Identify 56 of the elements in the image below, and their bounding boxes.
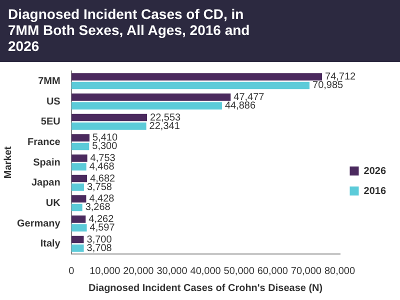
bar [71,224,87,232]
x-tick-label: 40,000 [190,266,222,277]
y-tick-label: UK [46,198,62,209]
y-tick-label: Italy [40,238,61,250]
bar [71,102,222,110]
bar [71,195,86,203]
bar [71,122,146,130]
chart-title: Diagnosed Incident Cases of CD, in 7MM Both Sexes, All Ages, 2016 and 2026 [8,6,251,54]
data-label: 4,468 [89,162,115,173]
x-axis-title: Diagnosed Incident Cases of Crohn's Disease (N) [88,282,323,294]
data-label: 70,985 [312,80,344,92]
bar [71,216,86,223]
data-label: 3,708 [86,242,112,254]
bar [71,183,84,191]
y-tick-label: Japan [31,178,60,189]
bar [71,114,148,122]
x-tick-label: 50,000 [224,266,255,277]
bar [71,174,88,182]
data-label: 44,886 [224,100,256,112]
bar [71,134,90,142]
bar [71,163,86,170]
data-label: 3,758 [86,182,112,193]
data-label: 3,700 [86,234,112,246]
y-tick-label: France [28,136,61,148]
data-label: 4,597 [90,222,116,234]
y-tick-label: Spain [33,157,60,168]
bar [71,82,310,90]
data-label: 5,300 [92,141,118,152]
data-label: 22,553 [150,112,182,124]
bar [71,236,84,244]
x-tick-label: 0 [68,266,75,277]
data-label: 3,268 [85,202,111,214]
bar [71,154,88,162]
y-tick-label: 7MM [38,76,60,87]
x-tick-label: 30,000 [156,266,188,277]
bar [71,204,82,212]
x-tick-label: 70,000 [290,266,322,277]
bar [71,244,84,252]
data-label: 22,341 [149,120,180,132]
x-tick-label: 10,000 [90,266,121,277]
y-tick-label: US [46,96,61,108]
y-axis-title: Market [2,146,14,179]
x-tick-label: 80,000 [324,266,356,277]
data-label: 47,477 [234,92,265,103]
bar [71,94,231,101]
y-tick-label: Germany [16,218,61,230]
data-label: 4,262 [88,214,114,225]
legend-label: 2026 [364,166,386,177]
legend-label: 2016 [364,186,386,197]
data-label: 4,682 [90,173,116,184]
bar [71,73,322,81]
y-tick-label: 5EU [40,116,60,128]
data-label: 4,753 [90,152,116,164]
x-tick-label: 20,000 [123,266,154,277]
bar [71,142,90,150]
x-tick-label: 60,000 [257,266,288,277]
